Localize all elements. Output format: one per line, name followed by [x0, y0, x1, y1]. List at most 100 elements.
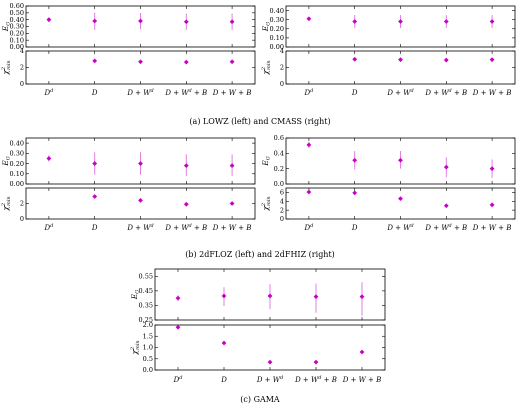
y-tick-label: 0.20	[270, 25, 284, 33]
y-tick-label: 0	[20, 215, 24, 223]
data-point	[489, 19, 495, 24]
x-category-label: D	[351, 89, 358, 97]
data-point	[306, 189, 312, 195]
panel-chi2: 0 2 χ2min	[1, 187, 256, 223]
data-point	[221, 340, 227, 346]
eg-axis-label: EG	[261, 22, 272, 32]
y-tick-label: 0.40	[270, 7, 284, 15]
chart-lowz: 0.000.100.200.300.400.500.60 EG 0 2 4 χ2min Dd…	[1, 2, 256, 97]
data-point	[46, 156, 52, 161]
y-tick-label: 0.10	[10, 36, 24, 44]
y-tick-label: 0.20	[10, 160, 24, 168]
x-category-label: D + W + B	[472, 89, 512, 97]
data-point	[183, 201, 189, 207]
chi2-axis-label: χ2min	[261, 60, 272, 75]
x-category-label: D + Wd + B	[424, 223, 467, 232]
data-point	[138, 18, 143, 24]
caption-row3: (c) GAMA	[240, 395, 280, 404]
data-point	[443, 19, 449, 24]
y-tick-label: 0.30	[10, 23, 24, 31]
eg-axis-label: EG	[1, 156, 12, 166]
y-tick-label: 0.50	[10, 9, 24, 17]
y-tick-label: 0.45	[139, 287, 153, 295]
y-tick-label: 0	[20, 80, 24, 88]
panel-eg: 0.000.100.200.300.400.500.60 EG	[1, 2, 256, 51]
panel-chi2: 0 2 4 χ2min	[1, 47, 256, 88]
data-point	[352, 190, 358, 196]
panel-chi2: 0 2 4 χ2min	[261, 47, 516, 88]
y-tick-label: 0.40	[10, 139, 24, 147]
eg-axis-label: EG	[1, 22, 12, 32]
data-point	[443, 57, 449, 63]
y-tick-label: 0.20	[10, 30, 24, 38]
data-point	[175, 324, 181, 330]
y-tick-label: 0	[280, 215, 284, 223]
x-category-label: Dd	[43, 88, 53, 97]
y-tick-label: 0.0	[274, 180, 284, 188]
y-tick-label: 0.30	[270, 16, 284, 24]
data-point	[398, 57, 403, 63]
panel-eg: 0.0 0.2 0.4 0.6 EG	[261, 134, 516, 188]
data-point	[92, 18, 98, 24]
y-tick-label: 1.0	[143, 344, 153, 352]
data-point	[267, 359, 273, 365]
y-tick-label: 0.35	[139, 302, 153, 310]
x-category-label: D + W + B	[212, 224, 252, 232]
y-tick-label: 0.60	[10, 2, 24, 10]
panel-eg: 0.25 0.35 0.45 0.55 EG	[130, 268, 386, 324]
data-point	[46, 17, 52, 23]
data-point	[229, 59, 235, 65]
x-category-label: D	[91, 89, 98, 97]
data-point	[138, 198, 143, 203]
y-tick-label: 4	[280, 47, 284, 55]
x-category-label: D + Wd	[126, 88, 153, 97]
x-category-label: D + Wd + B	[164, 88, 207, 97]
data-point	[443, 203, 449, 209]
data-point	[229, 163, 235, 168]
x-category-label: Dd	[303, 88, 313, 97]
y-tick-label: 0.5	[143, 355, 153, 363]
data-point	[306, 16, 312, 22]
x-category-label: D + Wd	[126, 223, 153, 232]
x-category-label: D + Wd	[256, 375, 283, 384]
y-tick-label: 4	[20, 47, 24, 55]
y-tick-label: 0.4	[274, 150, 284, 158]
chi2-axis-label: χ2min	[261, 196, 272, 211]
data-point	[489, 166, 495, 172]
data-point	[398, 196, 403, 202]
panel-frame	[25, 187, 256, 220]
data-point	[138, 161, 143, 166]
chi2-axis-label: χ2min	[1, 60, 12, 75]
data-point	[221, 293, 227, 299]
data-point	[443, 164, 449, 170]
y-tick-label: 2.0	[143, 321, 153, 329]
y-tick-label: 0.40	[10, 16, 24, 24]
data-point	[352, 56, 358, 62]
chi2-axis-label: χ2min	[130, 340, 141, 355]
y-tick-label: 0.00	[10, 180, 24, 188]
data-point	[267, 293, 273, 299]
chart-2dfloz: 0.00 0.10 0.20 0.30 0.40 EG 0 2 χ2min Dd D D + Wd D …	[1, 137, 256, 232]
y-tick-label: 0	[280, 80, 284, 88]
data-point	[92, 58, 98, 64]
eg-axis-label: EG	[261, 156, 272, 166]
data-point	[313, 359, 319, 365]
y-tick-label: 0.00	[270, 43, 284, 51]
data-point	[175, 295, 181, 301]
data-point	[138, 59, 143, 65]
y-tick-label: 4	[280, 197, 284, 205]
x-category-label: D + Wd	[386, 88, 413, 97]
y-tick-label: 6	[280, 189, 284, 197]
y-tick-label: 2	[280, 64, 284, 72]
panel-eg: 0.000.100.200.300.40 EG	[261, 5, 516, 51]
y-tick-label: 0.10	[10, 170, 24, 178]
y-tick-label: 0.00	[10, 43, 24, 51]
x-category-label: D + W + B	[472, 224, 512, 232]
data-point	[183, 163, 189, 168]
data-point	[489, 202, 495, 208]
x-category-label: Dd	[173, 375, 183, 384]
panel-chi2: 0.0 0.5 1.0 1.5 2.0 χ2min	[130, 321, 386, 374]
